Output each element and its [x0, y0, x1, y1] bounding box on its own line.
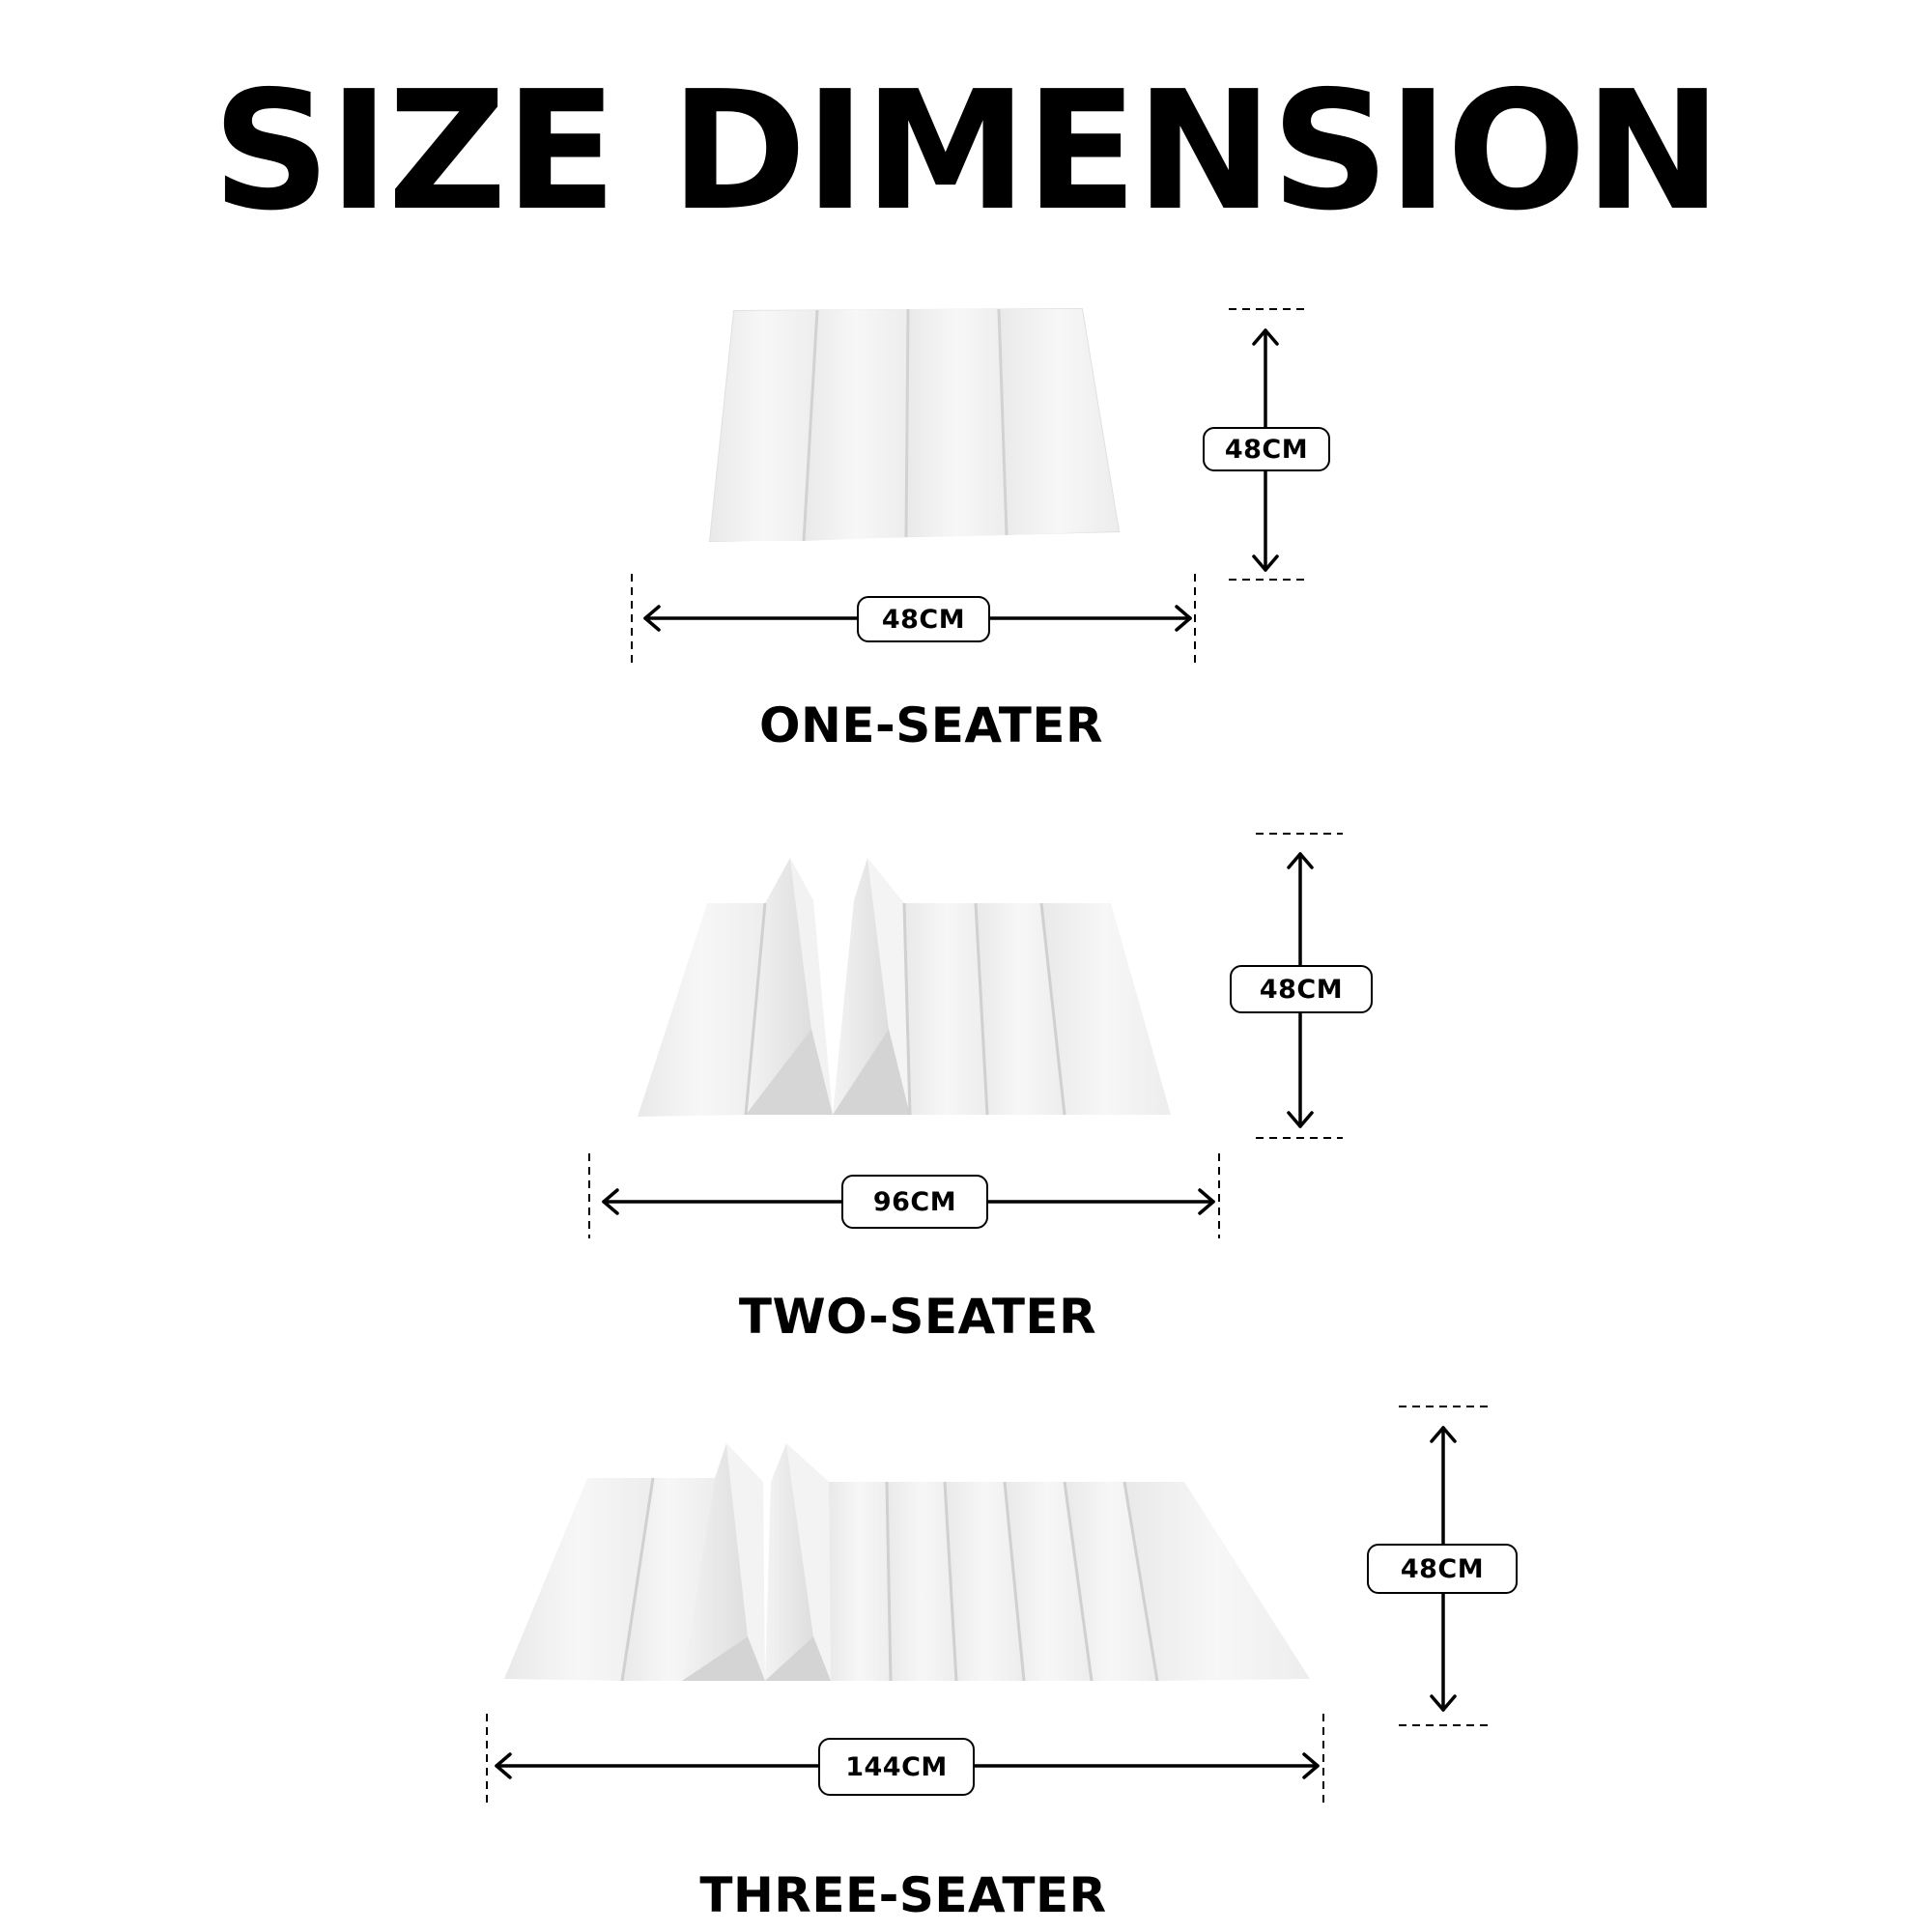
three-seater-height-label: 48CM	[1367, 1544, 1518, 1594]
three-seater-width-label: 144CM	[818, 1738, 975, 1796]
two-seater-height-label: 48CM	[1230, 965, 1373, 1013]
one-seater-width-label: 48CM	[857, 596, 990, 642]
one-seater-height-label: 48CM	[1203, 427, 1330, 471]
three-seater-label: THREE-SEATER	[699, 1867, 1107, 1923]
one-seater-label: ONE-SEATER	[758, 697, 1103, 753]
two-seater-label: TWO-SEATER	[738, 1289, 1097, 1345]
two-seater-width-label: 96CM	[841, 1175, 988, 1229]
page-title: SIZE DIMENSION	[212, 56, 1722, 247]
